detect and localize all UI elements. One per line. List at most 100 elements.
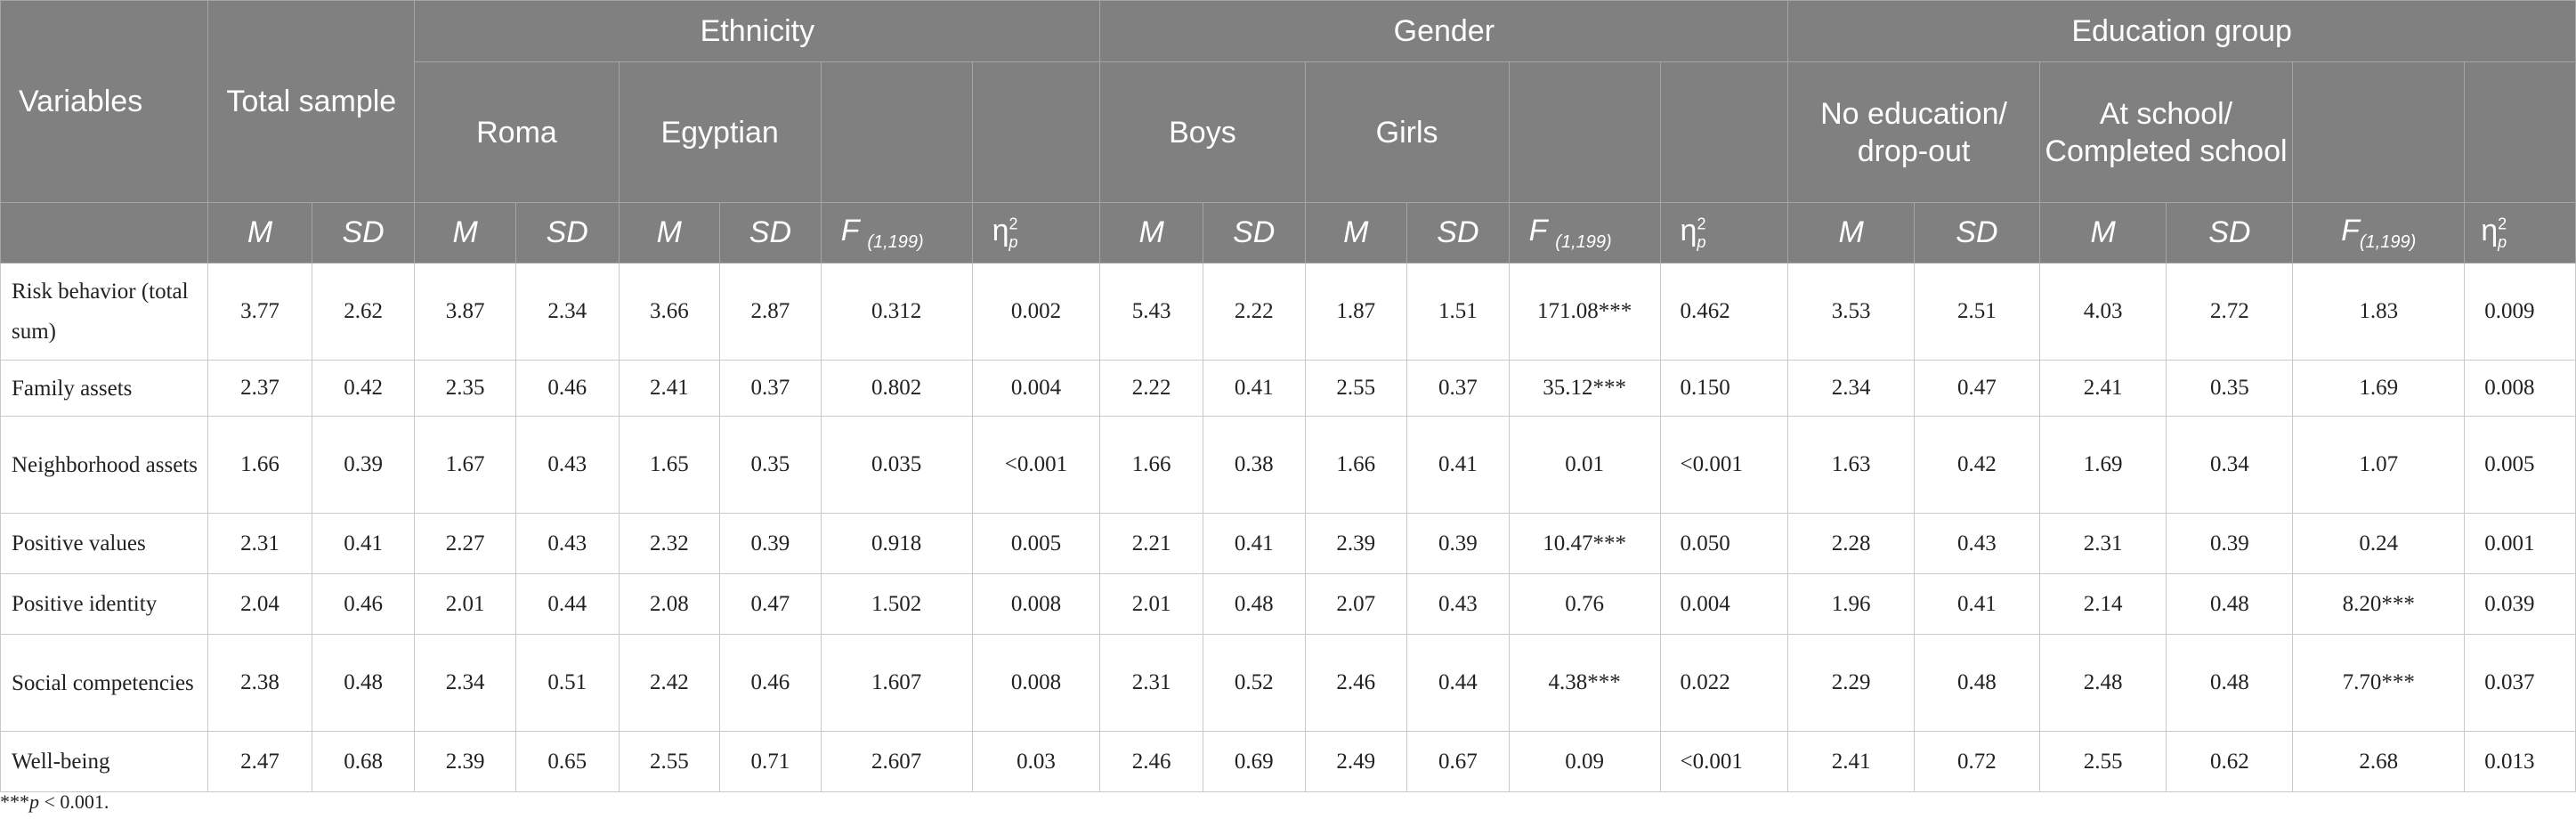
cell-egypt-sd: 0.46 <box>719 634 822 732</box>
cell-total-m: 1.66 <box>207 416 312 514</box>
cell-girls-sd: 0.37 <box>1406 360 1510 417</box>
cell-edu-eta: 0.039 <box>2464 573 2576 635</box>
cell-eth-f: 0.312 <box>820 263 973 361</box>
cell-egypt-sd: 0.71 <box>719 731 822 792</box>
row-label: Positive values <box>0 513 209 574</box>
descriptive-statistics-table: Variables Total sample Ethnicity Gender … <box>0 0 2576 792</box>
cell-roma-m: 2.39 <box>414 731 516 792</box>
cell-gen-f: 4.38*** <box>1508 634 1661 732</box>
table-footnote: ***p < 0.001. <box>0 791 109 814</box>
header-boys: Boys <box>1099 61 1306 203</box>
cell-boys-sd: 0.41 <box>1202 513 1306 574</box>
cell-school-sd: 0.35 <box>2166 360 2294 417</box>
cell-edu-eta: 0.009 <box>2464 263 2576 361</box>
table-row: Positive values 2.31 0.41 2.27 0.43 2.32 0.39 0… <box>0 513 2576 574</box>
cell-boys-m: 2.21 <box>1099 513 1203 574</box>
cell-egypt-sd: 2.87 <box>719 263 822 361</box>
row-label: Neighborhood assets <box>0 416 209 514</box>
cell-gen-eta: 0.462 <box>1659 263 1789 361</box>
cell-girls-m: 2.49 <box>1304 731 1408 792</box>
cell-boys-m: 2.46 <box>1099 731 1203 792</box>
cell-egypt-m: 2.32 <box>618 513 721 574</box>
cell-school-sd: 0.48 <box>2166 573 2294 635</box>
f-df: (1,199) <box>2359 231 2417 252</box>
cell-gen-f: 0.09 <box>1508 731 1661 792</box>
cell-total-m: 2.47 <box>207 731 312 792</box>
cell-school-m: 2.31 <box>2038 513 2167 574</box>
row-label: Well-being <box>0 731 209 792</box>
cell-boys-sd: 0.38 <box>1202 416 1306 514</box>
cell-noedu-sd: 0.72 <box>1914 731 2040 792</box>
cell-edu-eta: 0.005 <box>2464 416 2576 514</box>
header-education-group: Education group <box>1787 0 2576 62</box>
header-variables: Variables <box>0 0 209 203</box>
cell-eth-eta: 0.004 <box>971 360 1101 417</box>
table-row: Positive identity 2.04 0.46 2.01 0.44 2.08 0.4… <box>0 573 2576 635</box>
cell-noedu-m: 2.41 <box>1787 731 1916 792</box>
cell-boys-sd: 2.22 <box>1202 263 1306 361</box>
cell-edu-f: 1.07 <box>2292 416 2466 514</box>
cell-edu-eta: 0.037 <box>2464 634 2576 732</box>
cell-noedu-sd: 0.48 <box>1914 634 2040 732</box>
cell-gen-eta: <0.001 <box>1659 416 1789 514</box>
header-f-statistic: F (1,199) <box>820 202 973 264</box>
cell-roma-m: 2.01 <box>414 573 516 635</box>
header-blank <box>2292 61 2466 203</box>
cell-school-sd: 2.72 <box>2166 263 2294 361</box>
cell-girls-m: 2.46 <box>1304 634 1408 732</box>
cell-total-m: 2.31 <box>207 513 312 574</box>
eta-sup: 2 <box>1697 215 1706 233</box>
cell-eth-f: 0.918 <box>820 513 973 574</box>
cell-boys-m: 2.31 <box>1099 634 1203 732</box>
cell-school-m: 2.55 <box>2038 731 2167 792</box>
cell-roma-sd: 0.65 <box>514 731 620 792</box>
header-m: M <box>1099 202 1203 264</box>
cell-eth-f: 2.607 <box>820 731 973 792</box>
cell-boys-m: 2.01 <box>1099 573 1203 635</box>
cell-eth-f: 0.035 <box>820 416 973 514</box>
cell-gen-f: 0.01 <box>1508 416 1661 514</box>
cell-total-m: 2.04 <box>207 573 312 635</box>
cell-boys-sd: 0.41 <box>1202 360 1306 417</box>
cell-girls-sd: 0.41 <box>1406 416 1510 514</box>
cell-egypt-sd: 0.47 <box>719 573 822 635</box>
cell-noedu-m: 3.53 <box>1787 263 1916 361</box>
header-roma: Roma <box>414 61 620 203</box>
cell-edu-f: 7.70*** <box>2292 634 2466 732</box>
eta-sub: p <box>1009 232 1018 251</box>
cell-total-m: 3.77 <box>207 263 312 361</box>
header-sd: SD <box>1202 202 1306 264</box>
cell-egypt-m: 3.66 <box>618 263 721 361</box>
cell-roma-sd: 0.43 <box>514 513 620 574</box>
cell-school-sd: 0.48 <box>2166 634 2294 732</box>
cell-noedu-sd: 0.41 <box>1914 573 2040 635</box>
header-sd: SD <box>2166 202 2294 264</box>
cell-egypt-sd: 0.39 <box>719 513 822 574</box>
cell-girls-m: 1.66 <box>1304 416 1408 514</box>
cell-eth-eta: 0.008 <box>971 634 1101 732</box>
row-label: Risk behavior (total sum) <box>0 263 209 361</box>
cell-gen-f: 35.12*** <box>1508 360 1661 417</box>
cell-roma-m: 3.87 <box>414 263 516 361</box>
f-letter: F <box>2341 213 2360 247</box>
header-m: M <box>618 202 721 264</box>
cell-roma-m: 2.34 <box>414 634 516 732</box>
row-label: Social competencies <box>0 634 209 732</box>
cell-total-sd: 0.68 <box>311 731 416 792</box>
cell-noedu-m: 2.34 <box>1787 360 1916 417</box>
cell-total-sd: 0.46 <box>311 573 416 635</box>
table-row: Neighborhood assets 1.66 0.39 1.67 0.43 1.65 0… <box>0 416 2576 514</box>
cell-eth-eta: 0.008 <box>971 573 1101 635</box>
cell-girls-m: 1.87 <box>1304 263 1408 361</box>
cell-egypt-m: 1.65 <box>618 416 721 514</box>
cell-school-sd: 0.39 <box>2166 513 2294 574</box>
cell-gen-f: 171.08*** <box>1508 263 1661 361</box>
header-partial-eta-squared: η2p <box>2464 202 2576 264</box>
eta-letter: η <box>992 214 1009 248</box>
cell-noedu-m: 2.28 <box>1787 513 1916 574</box>
cell-egypt-sd: 0.37 <box>719 360 822 417</box>
cell-eth-eta: 0.005 <box>971 513 1101 574</box>
cell-eth-eta: 0.002 <box>971 263 1101 361</box>
table-header: Variables Total sample Ethnicity Gender … <box>0 0 2576 264</box>
cell-boys-m: 5.43 <box>1099 263 1203 361</box>
